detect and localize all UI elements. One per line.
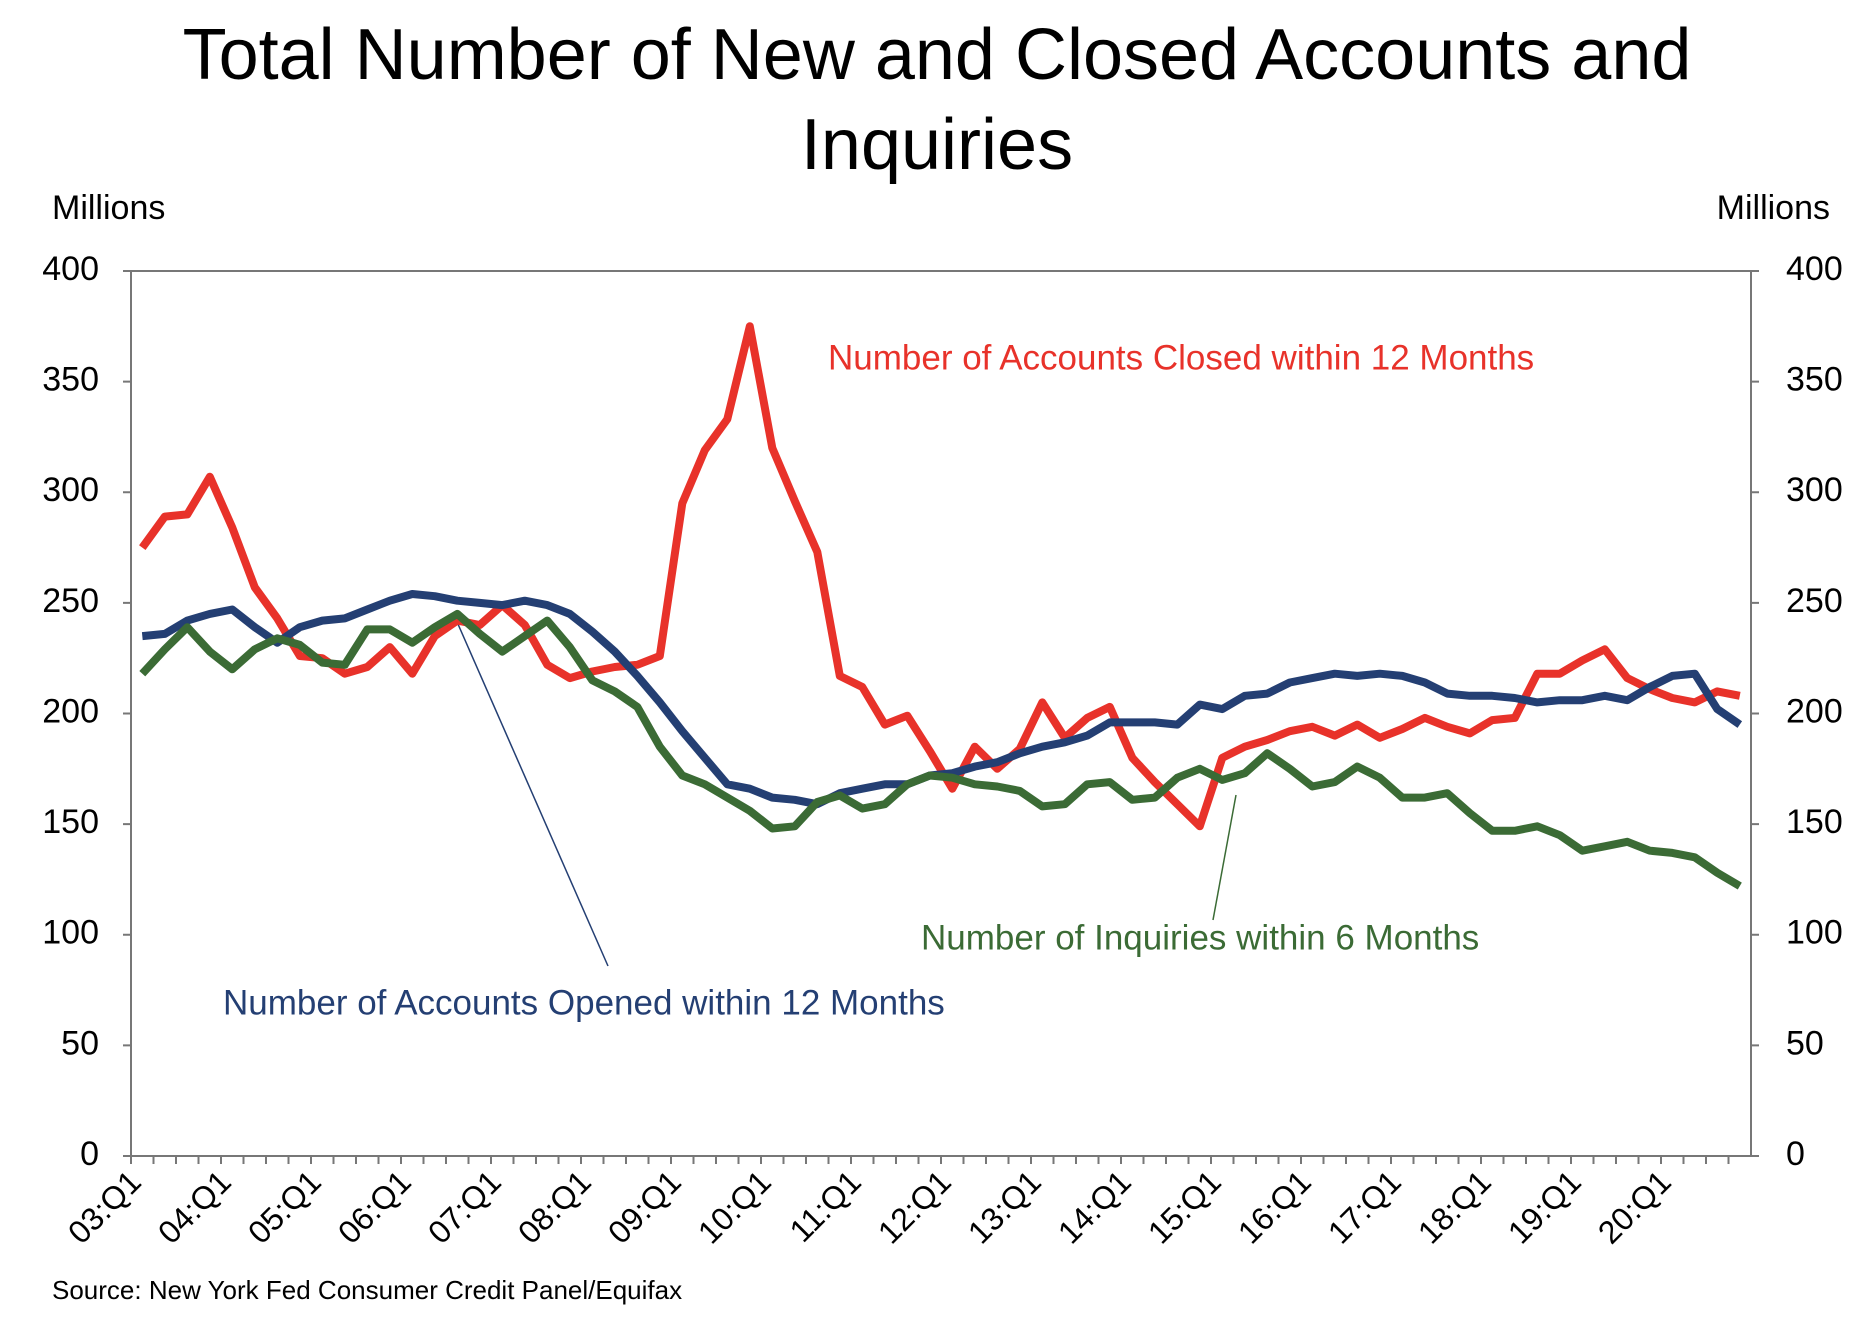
plot-frame (130, 270, 1752, 1157)
series-line (139, 322, 1741, 831)
leader-line (453, 614, 609, 967)
x-tick-label: 08:Q1 (511, 1163, 598, 1250)
source-note: Source: New York Fed Consumer Credit Pan… (52, 1275, 682, 1305)
x-tick-label: 03:Q1 (61, 1163, 148, 1250)
chart-title: Total Number of New and Closed Accounts … (182, 15, 1692, 185)
x-tick-label: 07:Q1 (421, 1163, 508, 1250)
series-label: Number of Accounts Closed within 12 Mont… (828, 338, 1534, 377)
y2-tick-label: 0 (1786, 1135, 1805, 1173)
x-tick-label: 18:Q1 (1411, 1163, 1498, 1250)
y-tick-label: 150 (42, 803, 99, 841)
x-tick-label: 13:Q1 (961, 1163, 1048, 1250)
y2-tick-label: 200 (1786, 692, 1843, 730)
y-tick-label: 200 (42, 692, 99, 730)
y-tick-label: 100 (42, 914, 99, 952)
x-tick-label: 16:Q1 (1231, 1163, 1318, 1250)
x-tick-label: 12:Q1 (871, 1163, 958, 1250)
y-tick-label: 50 (61, 1024, 99, 1062)
x-tick-label: 17:Q1 (1321, 1163, 1408, 1250)
y2-tick-label: 100 (1786, 914, 1843, 952)
y2-tick-label: 50 (1786, 1024, 1824, 1062)
y2-tick-label: 300 (1786, 471, 1843, 509)
y2-tick-label: 400 (1786, 250, 1843, 288)
x-tick-label: 19:Q1 (1501, 1163, 1588, 1250)
x-tick-label: 20:Q1 (1591, 1163, 1678, 1250)
x-tick-label: 15:Q1 (1141, 1163, 1228, 1250)
series-label: Number of Inquiries within 6 Months (921, 918, 1479, 957)
y-tick-label: 0 (80, 1135, 99, 1173)
y-tick-label: 300 (42, 471, 99, 509)
series-line (139, 609, 1742, 890)
x-tick-label: 09:Q1 (601, 1163, 688, 1250)
x-tick-label: 14:Q1 (1051, 1163, 1138, 1250)
x-tick-label: 04:Q1 (151, 1163, 238, 1250)
y-tick-label: 350 (42, 361, 99, 399)
x-tick-label: 11:Q1 (783, 1163, 868, 1248)
x-tick-label: 10:Q1 (691, 1163, 778, 1250)
y-tick-label: 400 (42, 250, 99, 288)
y2-axis-label: Millions (1717, 189, 1830, 227)
x-tick-label: 06:Q1 (331, 1163, 418, 1250)
y2-tick-label: 150 (1786, 803, 1843, 841)
y-tick-label: 250 (42, 582, 99, 620)
y2-tick-label: 350 (1786, 361, 1843, 399)
y-axis-label: Millions (52, 189, 165, 227)
y2-tick-label: 250 (1786, 582, 1843, 620)
series-label: Number of Accounts Opened within 12 Mont… (223, 983, 945, 1022)
leader-line (1212, 794, 1237, 921)
x-tick-label: 05:Q1 (241, 1163, 328, 1250)
